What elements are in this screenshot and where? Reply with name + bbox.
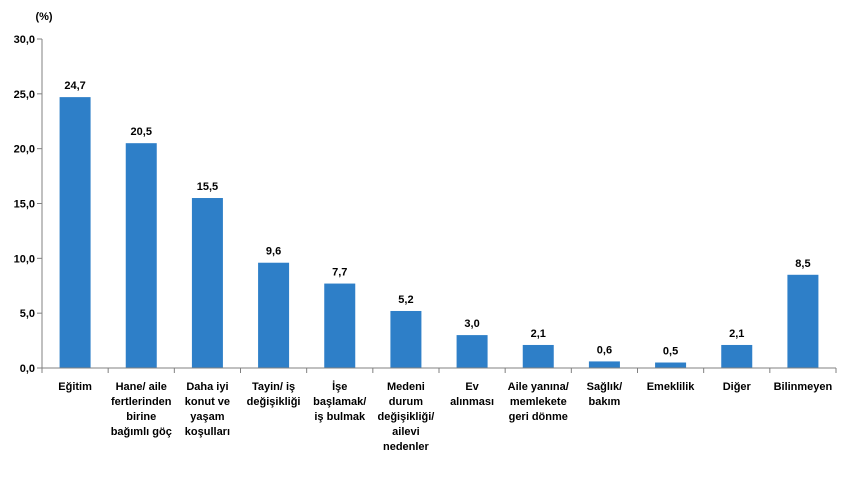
y-tick-label: 30,0 bbox=[14, 34, 35, 46]
data-label: 2,1 bbox=[729, 328, 744, 340]
category-label: Emeklilik bbox=[647, 381, 696, 393]
data-label: 9,6 bbox=[266, 246, 281, 258]
y-tick-label: 25,0 bbox=[14, 89, 35, 101]
bar bbox=[456, 335, 488, 368]
data-label: 0,6 bbox=[597, 344, 612, 356]
data-labels: 24,7 20,5 15,5 9,6 7,7 5,2 3,0 2,1 0,6 0,5 2,1 8,5 bbox=[64, 80, 810, 357]
data-label: 2,1 bbox=[531, 328, 546, 340]
data-label: 5,2 bbox=[398, 294, 413, 306]
data-label: 15,5 bbox=[197, 181, 218, 193]
data-label: 8,5 bbox=[795, 258, 810, 270]
bar bbox=[258, 262, 290, 368]
category-label: Medeni durum değişikliği/ailevi nedenler bbox=[377, 381, 434, 453]
bar bbox=[721, 344, 753, 368]
data-label: 20,5 bbox=[131, 126, 152, 138]
y-tick-label: 5,0 bbox=[20, 308, 35, 320]
category-label: Diğer bbox=[723, 381, 752, 393]
bar bbox=[191, 198, 223, 368]
y-axis-unit-label: (%) bbox=[35, 11, 52, 23]
category-label: Tayin/ iş değişikliği bbox=[247, 381, 301, 408]
bar bbox=[390, 310, 422, 368]
category-label: İşe başlamak/iş bulmak bbox=[313, 380, 366, 423]
category-label: Ev alınması bbox=[450, 381, 494, 408]
data-label: 3,0 bbox=[464, 318, 479, 330]
bar bbox=[125, 143, 157, 368]
bars bbox=[59, 97, 819, 368]
y-tick-label: 10,0 bbox=[14, 253, 35, 265]
category-labels: Eğitim Hane/ aile fertlerinden birine bağıml… bbox=[58, 380, 832, 453]
bar bbox=[787, 274, 819, 368]
bar bbox=[324, 283, 356, 368]
category-label: Daha iyi konut ve yaşam koşulları bbox=[185, 381, 230, 438]
bar bbox=[522, 344, 554, 368]
bar bbox=[59, 97, 91, 368]
category-label: Sağlık/bakım bbox=[587, 381, 622, 408]
category-label: Aile yanına/memlekete geri dönme bbox=[508, 381, 569, 423]
y-axis-ticks: 0,0 5,0 10,0 15,0 20,0 25,0 30,0 bbox=[14, 34, 837, 375]
bar bbox=[588, 361, 620, 368]
data-label: 7,7 bbox=[332, 267, 347, 279]
y-tick-label: 15,0 bbox=[14, 199, 35, 211]
bar bbox=[655, 362, 687, 368]
category-label: Bilinmeyen bbox=[774, 381, 833, 393]
data-label: 24,7 bbox=[64, 80, 85, 92]
category-label: Hane/ aile fertlerinden birine bağımlı göç bbox=[111, 381, 172, 438]
y-tick-label: 20,0 bbox=[14, 144, 35, 156]
data-label: 0,5 bbox=[663, 346, 678, 358]
category-label: Eğitim bbox=[58, 381, 92, 393]
y-tick-label: 0,0 bbox=[20, 363, 35, 375]
